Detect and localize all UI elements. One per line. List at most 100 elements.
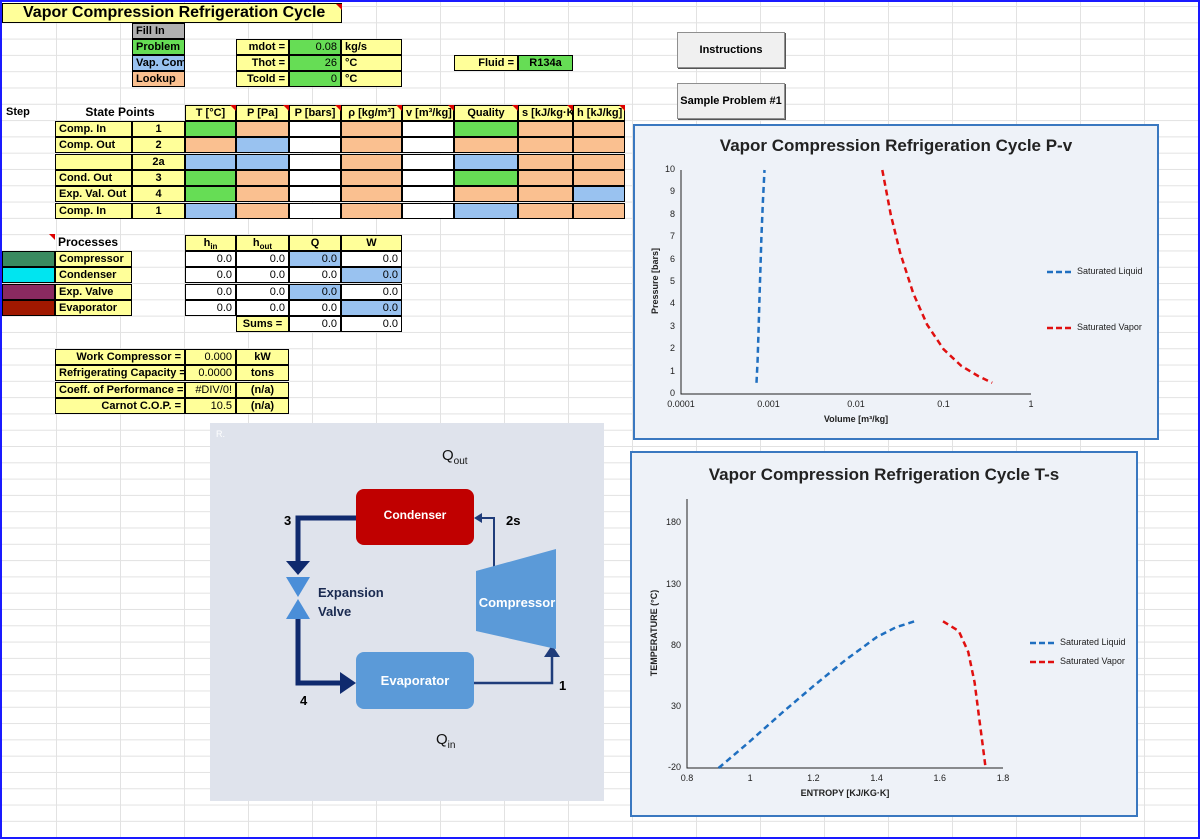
y-axis-label: TEMPERATURE (°C)	[649, 589, 659, 676]
process-cell: 0.0	[341, 251, 402, 267]
thot-input[interactable]: 26	[289, 55, 341, 71]
result-value: 0.000	[185, 349, 236, 365]
state-row-name: Exp. Val. Out	[55, 186, 132, 203]
state-cell[interactable]	[454, 121, 518, 137]
arrow-3-icon	[286, 561, 310, 575]
condenser-label: Condenser	[383, 508, 447, 522]
process-cell: 0.0	[289, 283, 341, 300]
state-cell[interactable]	[289, 121, 341, 137]
comment-marker	[335, 105, 341, 111]
state-cell[interactable]	[402, 169, 454, 186]
instructions-button[interactable]: Instructions	[677, 32, 785, 68]
state-col-header: v [m³/kg]	[402, 105, 454, 121]
ts-chart: Vapor Compression Refrigeration Cycle T-…	[630, 451, 1138, 817]
state-cell[interactable]	[573, 202, 625, 219]
y-axis-label: Pressure [bars]	[650, 247, 660, 315]
comment-marker	[49, 234, 55, 240]
arrow-2s-icon	[474, 513, 482, 523]
state-cell[interactable]	[573, 186, 625, 203]
state-cell[interactable]	[518, 169, 573, 186]
y-tick-label: 7	[669, 231, 675, 242]
sums-label: Sums =	[236, 316, 289, 333]
state-cell[interactable]	[454, 202, 518, 219]
y-tick-label: 80	[670, 639, 681, 650]
state-cell[interactable]	[402, 202, 454, 219]
state-cell[interactable]	[518, 186, 573, 203]
state-cell[interactable]	[236, 186, 289, 203]
diagram-graphics	[286, 489, 560, 709]
process-cell: 0.0	[289, 299, 341, 316]
y-tick-label: 30	[670, 700, 681, 711]
key-vap-comp: Vap. Comp.	[132, 55, 185, 71]
mdot-input[interactable]: 0.08	[289, 39, 341, 55]
state-cell[interactable]	[518, 137, 573, 154]
y-tick-label: 180	[665, 517, 681, 528]
state-cell[interactable]	[341, 121, 402, 137]
state-cell[interactable]	[289, 186, 341, 203]
state-cell[interactable]	[341, 169, 402, 186]
state-cell[interactable]	[402, 121, 454, 137]
state-cell[interactable]	[236, 137, 289, 154]
state-cell[interactable]	[341, 202, 402, 219]
state-cell[interactable]	[236, 202, 289, 219]
state-cell[interactable]	[573, 169, 625, 186]
state-row-name: Comp. In	[55, 121, 132, 137]
comment-marker	[512, 105, 518, 111]
comment-marker	[230, 105, 236, 111]
state-cell[interactable]	[341, 186, 402, 203]
state-cell[interactable]	[454, 137, 518, 154]
state-cell[interactable]	[573, 137, 625, 154]
y-tick-label: 5	[669, 276, 675, 286]
state-cell[interactable]	[185, 186, 236, 203]
state-cell[interactable]	[573, 153, 625, 170]
state-3-label: 3	[284, 513, 292, 528]
state-cell[interactable]	[341, 153, 402, 170]
state-cell[interactable]	[236, 121, 289, 137]
state-cell[interactable]	[236, 153, 289, 170]
ts-chart-title: Vapor Compression Refrigeration Cycle T-…	[708, 465, 1060, 484]
state-cell[interactable]	[402, 153, 454, 170]
state-cell[interactable]	[185, 153, 236, 170]
pipe-3	[295, 515, 356, 561]
state-1-label: 1	[559, 678, 567, 693]
state-cell[interactable]	[341, 137, 402, 154]
evaporator-box	[356, 652, 474, 709]
result-unit: (n/a)	[236, 381, 289, 398]
state-row-name: Comp. In	[55, 202, 132, 219]
process-cell: 0.0	[236, 299, 289, 316]
state-cell[interactable]	[236, 169, 289, 186]
state-cell[interactable]	[402, 137, 454, 154]
state-cell[interactable]	[289, 169, 341, 186]
state-cell[interactable]	[518, 153, 573, 170]
state-cell[interactable]	[402, 186, 454, 203]
process-row-name: Exp. Valve	[55, 283, 132, 300]
process-col-header-text: Q	[310, 237, 320, 249]
state-col-header: s [kJ/kg·K]	[518, 105, 573, 121]
state-cell[interactable]	[454, 153, 518, 170]
compressor-label: Compressor	[478, 595, 556, 610]
state-cell[interactable]	[289, 137, 341, 154]
fluid-input[interactable]: R134a	[518, 55, 573, 71]
series-line-1	[881, 169, 993, 384]
state-cell[interactable]	[185, 202, 236, 219]
x-tick-label: 1.2	[807, 773, 820, 783]
state-cell[interactable]	[289, 202, 341, 219]
comment-marker	[567, 105, 573, 111]
state-row-name: Cond. Out	[55, 169, 132, 186]
condenser-box	[356, 489, 474, 545]
state-cell[interactable]	[185, 121, 236, 137]
state-cell[interactable]	[454, 186, 518, 203]
state-cell[interactable]	[185, 169, 236, 186]
result-unit: tons	[236, 365, 289, 382]
processes-title: Processes	[58, 235, 119, 249]
state-col-header: ρ [kg/m³]	[341, 105, 402, 121]
state-cell[interactable]	[518, 202, 573, 219]
state-cell[interactable]	[573, 121, 625, 137]
state-cell[interactable]	[454, 169, 518, 186]
state-cell[interactable]	[289, 153, 341, 170]
state-cell[interactable]	[185, 137, 236, 154]
tcold-input[interactable]: 0	[289, 71, 341, 87]
sample-problem-button[interactable]: Sample Problem #1	[677, 83, 785, 119]
x-tick-label: 0.01	[847, 399, 865, 409]
state-cell[interactable]	[518, 121, 573, 137]
